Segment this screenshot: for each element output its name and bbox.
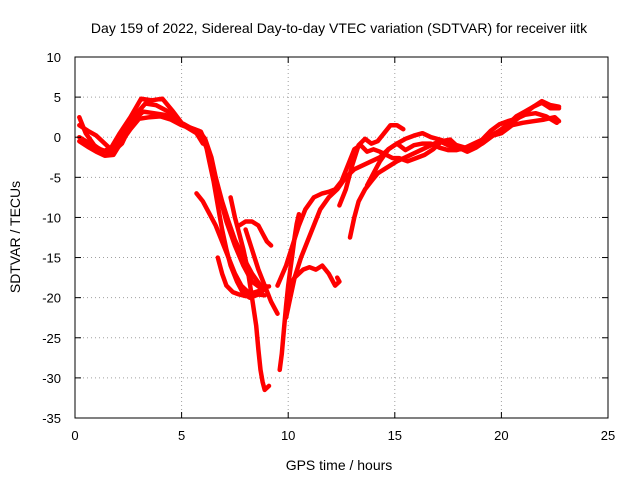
y-tick-label: -15 — [42, 251, 61, 266]
x-axis-label: GPS time / hours — [286, 457, 393, 473]
series-arc-11 — [285, 263, 342, 291]
y-tick-label: 10 — [47, 50, 61, 65]
x-tick-label: 10 — [281, 428, 295, 443]
x-tick-label: 0 — [71, 428, 78, 443]
series-group — [77, 96, 562, 393]
x-tick-label: 5 — [178, 428, 185, 443]
x-tick-label: 20 — [494, 428, 508, 443]
y-tick-label: -35 — [42, 411, 61, 426]
series-arc-16 — [364, 98, 562, 188]
y-tick-label: 5 — [54, 90, 61, 105]
y-tick-label: 0 — [54, 130, 61, 145]
y-tick-label: -10 — [42, 210, 61, 225]
axis-ticks: 0 5 10 15 20 25 -35 -30 -25 -20 -15 -10 -5 0 5 10 — [42, 50, 615, 443]
series-arc-9 — [243, 227, 280, 316]
plot-frame — [74, 56, 609, 419]
series-arc-14 — [337, 122, 406, 208]
series-arc-8 — [236, 219, 274, 248]
series-arc-7 — [228, 195, 272, 393]
series-arc-4 — [77, 109, 206, 156]
y-axis-label: SDTVAR / TECUs — [7, 181, 23, 293]
y-tick-label: -30 — [42, 371, 61, 386]
chart-title: Day 159 of 2022, Sidereal Day-to-day VTE… — [91, 20, 588, 36]
x-tick-label: 25 — [601, 428, 615, 443]
y-tick-label: -20 — [42, 291, 61, 306]
x-tick-label: 15 — [388, 428, 402, 443]
series-arc-13 — [283, 110, 560, 320]
y-tick-label: -25 — [42, 331, 61, 346]
y-tick-label: -5 — [49, 170, 61, 185]
